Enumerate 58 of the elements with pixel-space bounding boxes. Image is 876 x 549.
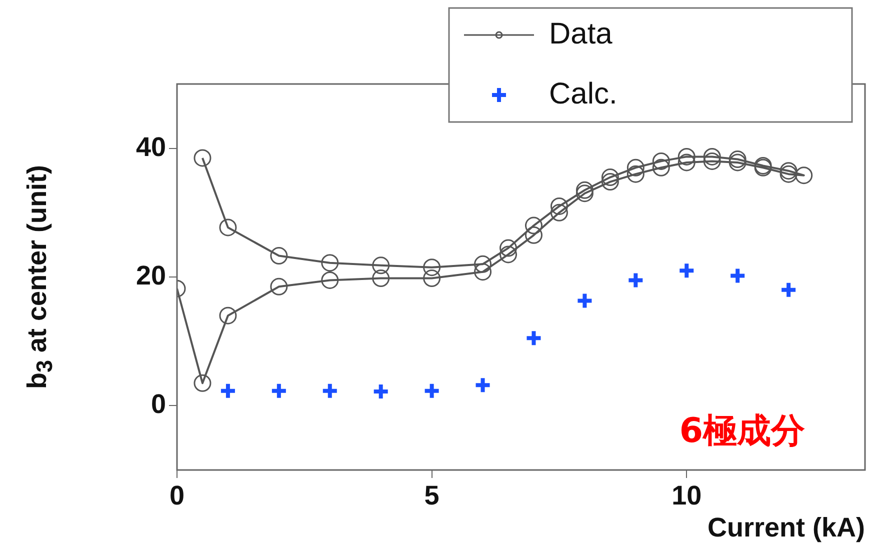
point — [678, 262, 696, 280]
point — [219, 218, 237, 236]
point — [703, 152, 721, 170]
legend-label: Calc. — [549, 77, 618, 110]
point — [678, 148, 696, 166]
x-tick-label: 5 — [424, 480, 440, 511]
y-tick-label: 40 — [136, 132, 166, 162]
point — [626, 165, 644, 183]
point — [780, 280, 798, 299]
point — [728, 154, 746, 172]
point — [678, 154, 696, 172]
point — [321, 254, 339, 272]
x-axis-title: Current (kA) — [707, 512, 865, 542]
point — [780, 162, 798, 180]
point — [270, 382, 288, 400]
point — [703, 148, 721, 166]
point — [474, 263, 492, 281]
point — [372, 270, 390, 288]
point — [780, 165, 798, 183]
point — [194, 374, 212, 392]
point — [524, 216, 542, 234]
point — [194, 149, 212, 167]
point — [626, 271, 645, 290]
point — [576, 292, 594, 310]
point — [474, 255, 492, 273]
point — [576, 181, 594, 199]
annotation: 6極成分 — [679, 411, 805, 451]
point — [270, 247, 288, 265]
point — [728, 266, 747, 285]
point — [500, 246, 518, 264]
point — [423, 270, 441, 288]
point — [372, 256, 390, 274]
point — [795, 166, 813, 184]
point — [601, 168, 619, 186]
point — [601, 173, 619, 191]
point — [422, 382, 441, 400]
point — [500, 239, 518, 257]
x-tick-label: 0 — [169, 480, 185, 511]
point — [728, 150, 746, 168]
point — [321, 271, 339, 289]
point — [524, 329, 543, 348]
point — [550, 197, 568, 215]
y-tick-label: 0 — [150, 389, 166, 420]
point — [576, 184, 594, 202]
point — [219, 306, 237, 324]
point — [218, 382, 237, 400]
point — [524, 226, 542, 244]
point — [550, 204, 568, 222]
y-tick-label: 20 — [136, 260, 166, 290]
point — [652, 152, 670, 170]
point — [423, 258, 441, 276]
point — [270, 278, 288, 296]
x-tick-label: 10 — [672, 480, 702, 511]
point — [474, 376, 492, 394]
point — [626, 158, 644, 176]
point — [320, 382, 339, 400]
legend-label: Data — [549, 17, 613, 50]
point — [652, 158, 670, 176]
